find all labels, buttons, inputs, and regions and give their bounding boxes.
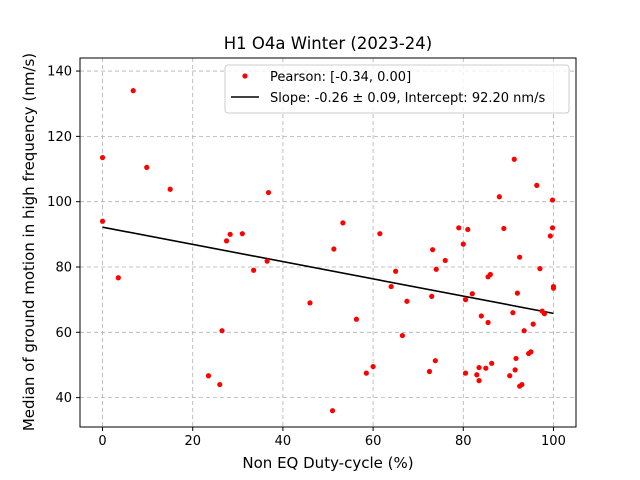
data-point (507, 373, 513, 379)
data-point (251, 267, 257, 273)
data-point (474, 372, 480, 378)
data-point (363, 370, 369, 376)
x-tick-label: 60 (365, 434, 382, 449)
data-point (99, 154, 106, 161)
data-point (514, 290, 520, 296)
data-point (530, 321, 536, 327)
data-point (205, 373, 212, 379)
y-tick-label: 40 (55, 391, 72, 406)
data-point (476, 378, 482, 384)
x-axis-label: Non EQ Duty-cycle (%) (242, 454, 413, 472)
legend: Pearson: [-0.34, 0.00] Slope: -0.26 ± 0.… (224, 64, 570, 114)
x-tick-label: 0 (98, 434, 106, 449)
data-point (370, 363, 376, 370)
data-point (404, 298, 410, 304)
data-point (550, 285, 557, 291)
legend-box (224, 64, 570, 114)
y-tick-label: 60 (55, 326, 72, 341)
data-point (227, 231, 233, 237)
data-point (456, 225, 462, 231)
data-point (307, 300, 313, 306)
x-tick-label: 100 (541, 434, 566, 449)
legend-marker-points (242, 73, 248, 79)
x-tick-label: 80 (455, 434, 472, 449)
data-point (388, 283, 394, 290)
data-point (517, 254, 523, 260)
data-point (462, 370, 469, 376)
data-point (512, 367, 518, 373)
y-axis-label: Median of ground motion in high frequenc… (20, 53, 38, 431)
data-point (547, 233, 553, 239)
data-point (115, 275, 121, 281)
data-points-layer (99, 88, 557, 414)
regression-line-layer (102, 226, 554, 315)
data-point (399, 332, 405, 339)
data-point (331, 246, 337, 252)
data-point (476, 364, 482, 371)
chart-title: H1 O4a Winter (2023-24) (224, 34, 432, 53)
data-point (353, 316, 360, 322)
data-point (534, 182, 540, 188)
y-tick-label: 100 (47, 195, 72, 210)
data-point (485, 319, 491, 326)
x-axis-ticks: 0 20 40 60 80 100 (98, 427, 566, 449)
y-axis-ticks: 40 60 80 100 120 140 (47, 65, 80, 406)
legend-label-line: Slope: -0.26 ± 0.09, Intercept: 92.20 nm… (270, 91, 545, 106)
data-point (432, 358, 438, 364)
data-point (144, 164, 150, 170)
data-point (549, 197, 556, 203)
data-point (478, 313, 484, 319)
data-point (513, 355, 519, 362)
data-point (462, 297, 469, 303)
data-point (465, 226, 471, 233)
data-point (511, 156, 517, 162)
data-point (393, 268, 399, 274)
data-point (329, 408, 336, 414)
data-point (265, 189, 272, 196)
y-tick-label: 120 (47, 130, 72, 145)
data-point (219, 328, 225, 334)
data-point (537, 266, 543, 272)
data-point (519, 381, 525, 388)
data-point (130, 88, 136, 94)
data-point (264, 258, 270, 264)
data-point (528, 349, 534, 355)
y-tick-label: 140 (47, 65, 72, 80)
data-point (340, 220, 346, 226)
data-point (483, 365, 489, 371)
data-point (377, 231, 383, 237)
regression-line (102, 226, 554, 315)
data-point (239, 231, 245, 237)
data-point (487, 271, 493, 278)
data-point (99, 218, 106, 224)
data-point (442, 257, 448, 264)
data-point (460, 241, 466, 247)
data-point (501, 225, 507, 232)
x-tick-label: 20 (184, 434, 201, 449)
data-point (510, 310, 516, 316)
y-tick-label: 80 (55, 260, 72, 275)
data-point (549, 225, 556, 231)
data-point (426, 368, 433, 375)
data-point (489, 360, 495, 366)
data-point (429, 293, 435, 299)
data-point (430, 247, 436, 253)
data-point (433, 266, 439, 272)
data-point (469, 291, 475, 297)
data-point (223, 238, 230, 244)
legend-label-points: Pearson: [-0.34, 0.00] (270, 70, 411, 85)
data-point (521, 328, 527, 334)
data-point (496, 194, 502, 200)
plot-frame (79, 57, 577, 428)
data-point (217, 381, 223, 388)
data-point (541, 311, 548, 317)
data-point (167, 186, 173, 192)
x-tick-label: 40 (275, 434, 292, 449)
